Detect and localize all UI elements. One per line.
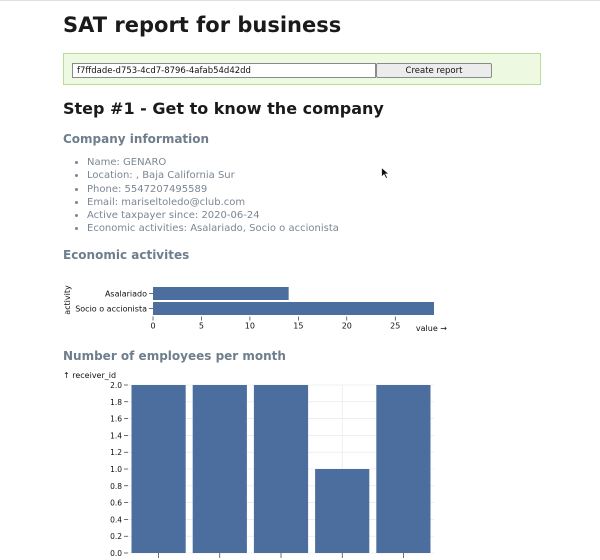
info-email: Email: mariseltoledo@club.com [87,196,339,209]
report-form: Create report [63,53,541,85]
y-tick-label: 0.2 [110,532,122,541]
employee-bar [131,385,186,553]
info-phone: Phone: 5547207495589 [87,183,339,196]
page-title: SAT report for business [63,13,342,37]
info-name: Name: GENARO [87,156,339,169]
x-tick-label: 5 [199,322,204,331]
y-axis-label: activity [63,285,72,315]
economic-activities-heading: Economic activites [63,248,190,262]
y-tick-label: 1.4 [110,431,122,440]
y-tick-label: 1.2 [110,448,122,457]
company-info-heading: Company information [63,132,210,146]
x-tick-label: 25 [390,322,400,331]
x-tick-label: 0 [150,322,155,331]
employee-bar [376,385,431,553]
y-axis-label: ↑ receiver_id [63,371,116,380]
y-tick-label: Socio o accionista [75,305,147,314]
top-border [0,0,600,1]
y-tick-label: 1.6 [110,415,122,424]
y-tick-label: 0.6 [110,499,122,508]
y-tick-label: 0.8 [110,482,122,491]
create-report-button[interactable]: Create report [376,63,492,78]
y-tick-label: 2.0 [110,381,122,390]
info-location: Location: , Baja California Sur [87,169,339,182]
report-id-input[interactable] [72,63,376,78]
employees-heading: Number of employees per month [63,349,286,363]
x-tick-label: 10 [245,322,255,331]
employee-bar [192,385,247,553]
y-tick-label: 1.8 [110,398,122,407]
y-tick-label: 0.4 [110,515,122,524]
y-tick-label: 0.0 [110,549,122,558]
info-taxpayer-since: Active taxpayer since: 2020-06-24 [87,209,339,222]
step-title: Step #1 - Get to know the company [63,99,384,118]
employee-bar [253,385,309,553]
x-axis-label: value → [416,324,447,333]
mouse-cursor-icon [381,167,390,179]
x-tick-label: 20 [342,322,352,331]
x-tick-label: 15 [293,322,303,331]
info-economic-activities: Economic activities: Asalariado, Socio o… [87,222,339,235]
activity-bar [153,302,434,315]
employee-bar [315,469,370,553]
employees-per-month-chart: ↑ receiver_id 0.0 0.2 0.4 0.6 0.8 1.0 1.2 1.4 1.6… [63,371,434,558]
company-info-list: Name: GENARO Location: , Baja California… [63,156,339,236]
activity-bar [153,287,289,300]
y-tick-label: Asalariado [105,290,147,299]
y-tick-label: 1.0 [110,465,122,474]
